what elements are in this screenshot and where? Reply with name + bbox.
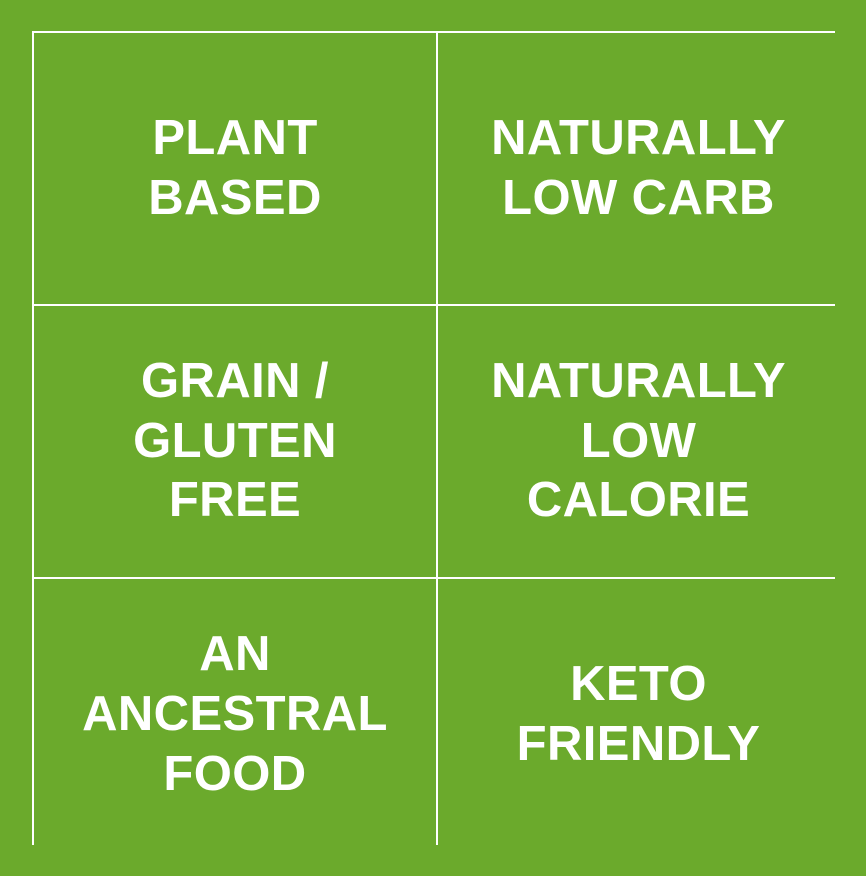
badge-label-an-ancestral-food: AN ANCESTRAL FOOD [82, 627, 388, 801]
badge-label-naturally-low-carb: NATURALLY LOW CARB [491, 110, 786, 225]
badge-label-grain-gluten-free: GRAIN / GLUTEN FREE [133, 353, 337, 528]
badge-cell-naturally-low-calorie: NATURALLY LOW CALORIE [438, 306, 839, 577]
badge-cell-naturally-low-carb: NATURALLY LOW CARB [438, 33, 839, 304]
badge-cell-an-ancestral-food: AN ANCESTRAL FOOD [34, 579, 436, 851]
badge-cell-plant-based: PLANT BASED [34, 33, 436, 304]
badge-label-naturally-low-calorie: NATURALLY LOW CALORIE [491, 353, 786, 528]
badge-label-plant-based: PLANT BASED [148, 110, 322, 225]
benefit-grid: PLANT BASED NATURALLY LOW CARB GRAIN / G… [32, 31, 839, 851]
badge-cell-grain-gluten-free: GRAIN / GLUTEN FREE [34, 306, 436, 577]
badge-label-keto-friendly: KETO FRIENDLY [516, 657, 761, 771]
badge-cell-keto-friendly: KETO FRIENDLY [438, 579, 839, 851]
